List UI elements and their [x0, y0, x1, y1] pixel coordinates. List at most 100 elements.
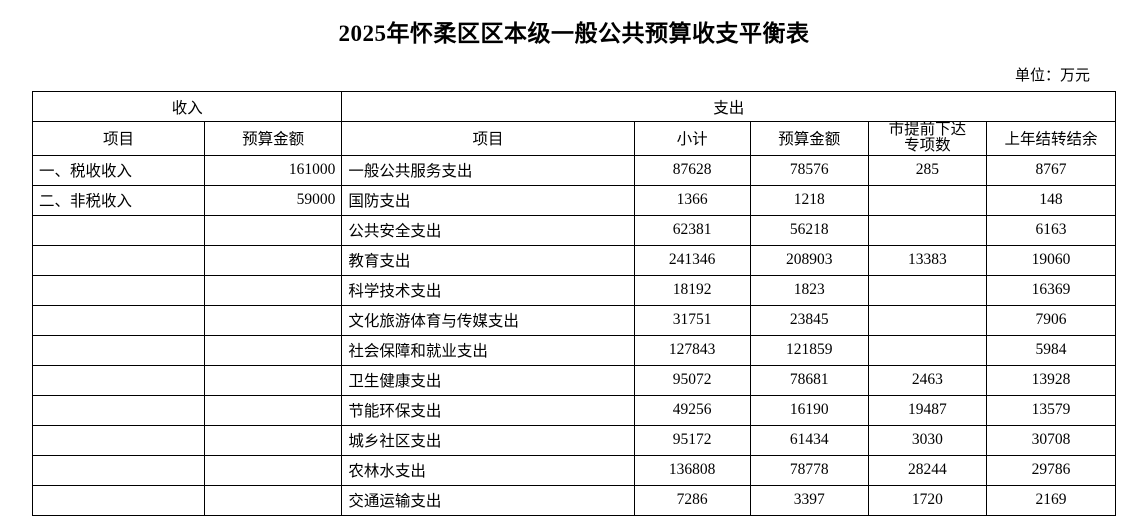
expenditure-budget-cell: 56218	[749, 214, 869, 246]
income-item-cell	[32, 424, 205, 456]
table-row: 教育支出 241346 208903 13383 19060	[32, 244, 1116, 276]
column-header-city-advance-special-line2: 专项数	[904, 137, 951, 155]
expenditure-item-cell: 文化旅游体育与传媒支出	[341, 304, 635, 336]
table-row: 卫生健康支出 95072 78681 2463 13928	[32, 364, 1116, 396]
expenditure-budget-cell: 78576	[749, 154, 869, 186]
page-title: 2025年怀柔区区本级一般公共预算收支平衡表	[338, 21, 810, 46]
income-item-cell	[32, 364, 205, 396]
expenditure-advance-cell: 19487	[867, 394, 988, 426]
group-header-expenditure: 支出	[341, 91, 1116, 122]
table-row: 二、非税收入 59000 国防支出 1366 1218 148	[32, 184, 1116, 216]
income-amount-cell	[203, 484, 343, 516]
expenditure-item-cell: 卫生健康支出	[341, 364, 635, 396]
unit-note: 单位：万元	[1014, 68, 1090, 84]
table-row: 公共安全支出 62381 56218 6163	[32, 214, 1116, 246]
expenditure-carryover-cell: 16369	[986, 274, 1116, 306]
expenditure-item-cell: 城乡社区支出	[341, 424, 635, 456]
income-amount-cell	[203, 394, 343, 426]
expenditure-subtotal-cell: 95172	[633, 424, 751, 456]
expenditure-subtotal-cell: 95072	[633, 364, 751, 396]
income-item-cell: 一、税收收入	[32, 154, 205, 186]
table-row: 节能环保支出 49256 16190 19487 13579	[32, 394, 1116, 426]
column-header-subtotal: 小计	[633, 121, 751, 156]
table-row: 科学技术支出 18192 1823 16369	[32, 274, 1116, 306]
income-amount-cell	[203, 274, 343, 306]
column-header-expenditure-budget-amount: 预算金额	[749, 121, 869, 156]
income-amount-cell	[203, 304, 343, 336]
income-item-cell	[32, 454, 205, 486]
expenditure-item-cell: 教育支出	[341, 244, 635, 276]
expenditure-subtotal-cell: 49256	[633, 394, 751, 426]
table-row: 社会保障和就业支出 127843 121859 5984	[32, 334, 1116, 366]
expenditure-advance-cell	[867, 214, 988, 246]
income-amount-cell: 59000	[203, 184, 343, 216]
expenditure-subtotal-cell: 62381	[633, 214, 751, 246]
expenditure-advance-cell	[867, 334, 988, 366]
expenditure-advance-cell: 285	[867, 154, 988, 186]
income-item-cell	[32, 244, 205, 276]
expenditure-item-cell: 农林水支出	[341, 454, 635, 486]
table-column-header-row: 项目 预算金额 项目 小计 预算金额 市提前下达 专项数 上年结转结余	[32, 121, 1116, 156]
expenditure-item-cell: 交通运输支出	[341, 484, 635, 516]
expenditure-carryover-cell: 19060	[986, 244, 1116, 276]
expenditure-advance-cell: 13383	[867, 244, 988, 276]
table-row: 一、税收收入 161000 一般公共服务支出 87628 78576 285 8…	[32, 154, 1116, 186]
table-group-header-row: 收入 支出	[31, 91, 1116, 122]
income-amount-cell	[203, 334, 343, 366]
expenditure-advance-cell: 3030	[867, 424, 988, 456]
group-header-income: 收入	[31, 91, 343, 122]
column-header-city-advance-special-line1: 市提前下达	[888, 121, 967, 138]
expenditure-budget-cell: 3397	[749, 484, 869, 516]
table-row: 城乡社区支出 95172 61434 3030 30708	[32, 424, 1116, 456]
column-header-city-advance-special: 市提前下达 专项数	[867, 121, 988, 156]
table-row: 文化旅游体育与传媒支出 31751 23845 7906	[32, 304, 1116, 336]
income-item-cell	[32, 304, 205, 336]
column-header-income-budget-amount: 预算金额	[203, 121, 343, 156]
expenditure-budget-cell: 61434	[749, 424, 869, 456]
income-amount-cell	[203, 424, 343, 456]
expenditure-budget-cell: 208903	[749, 244, 869, 276]
income-amount-cell	[203, 214, 343, 246]
expenditure-budget-cell: 78681	[749, 364, 869, 396]
income-amount-cell	[203, 244, 343, 276]
expenditure-advance-cell	[867, 274, 988, 306]
expenditure-advance-cell	[867, 184, 988, 216]
income-amount-cell	[203, 454, 343, 486]
column-header-expenditure-item: 项目	[341, 121, 635, 156]
column-header-carryover: 上年结转结余	[986, 121, 1116, 156]
expenditure-budget-cell: 78778	[749, 454, 869, 486]
expenditure-budget-cell: 1218	[749, 184, 869, 216]
income-item-cell: 二、非税收入	[32, 184, 205, 216]
expenditure-budget-cell: 16190	[749, 394, 869, 426]
expenditure-subtotal-cell: 31751	[633, 304, 751, 336]
expenditure-carryover-cell: 8767	[986, 154, 1116, 186]
expenditure-budget-cell: 23845	[749, 304, 869, 336]
expenditure-carryover-cell: 30708	[986, 424, 1116, 456]
expenditure-item-cell: 国防支出	[341, 184, 635, 216]
expenditure-subtotal-cell: 87628	[633, 154, 751, 186]
expenditure-advance-cell: 2463	[867, 364, 988, 396]
income-item-cell	[32, 484, 205, 516]
expenditure-carryover-cell: 2169	[986, 484, 1116, 516]
expenditure-carryover-cell: 6163	[986, 214, 1116, 246]
table-body: 一、税收收入 161000 一般公共服务支出 87628 78576 285 8…	[32, 154, 1116, 516]
expenditure-subtotal-cell: 7286	[633, 484, 751, 516]
income-item-cell	[32, 274, 205, 306]
table-row: 农林水支出 136808 78778 28244 29786	[32, 454, 1116, 486]
expenditure-item-cell: 社会保障和就业支出	[341, 334, 635, 366]
expenditure-carryover-cell: 5984	[986, 334, 1116, 366]
expenditure-subtotal-cell: 127843	[633, 334, 751, 366]
income-item-cell	[32, 394, 205, 426]
expenditure-item-cell: 节能环保支出	[341, 394, 635, 426]
expenditure-budget-cell: 121859	[749, 334, 869, 366]
expenditure-carryover-cell: 7906	[986, 304, 1116, 336]
income-amount-cell: 161000	[203, 154, 343, 186]
expenditure-carryover-cell: 13579	[986, 394, 1116, 426]
expenditure-carryover-cell: 13928	[986, 364, 1116, 396]
expenditure-budget-cell: 1823	[749, 274, 869, 306]
expenditure-subtotal-cell: 18192	[633, 274, 751, 306]
expenditure-subtotal-cell: 1366	[633, 184, 751, 216]
expenditure-advance-cell	[867, 304, 988, 336]
expenditure-subtotal-cell: 241346	[633, 244, 751, 276]
